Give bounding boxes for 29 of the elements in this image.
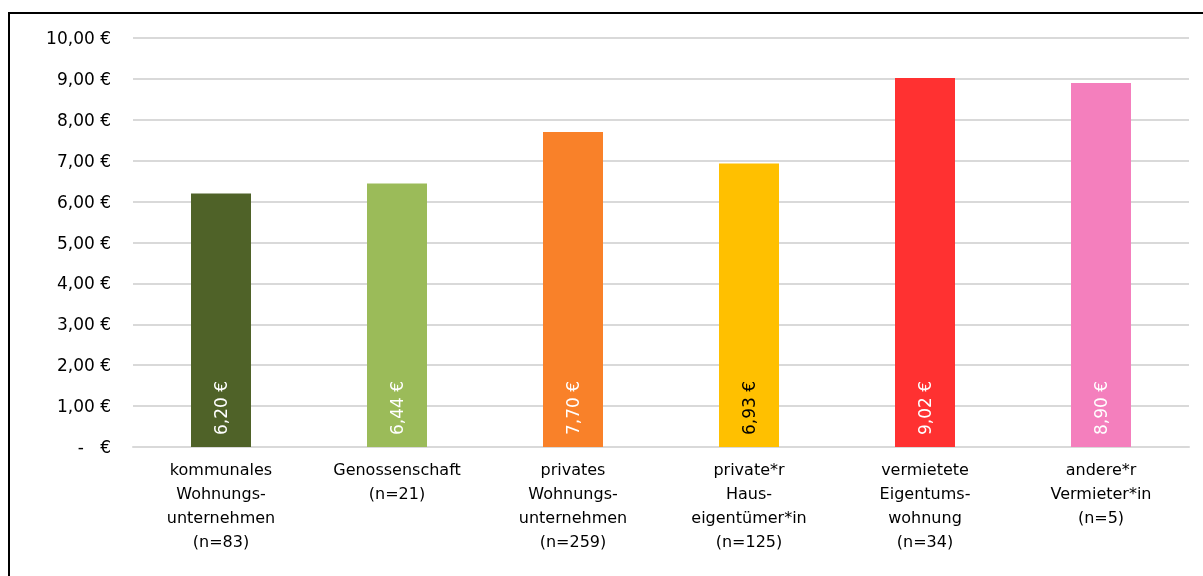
x-tick-label: kommunales Wohnungs- unternehmen (n=83) (166, 459, 276, 551)
bar (367, 183, 427, 447)
x-tick-label: privates Wohnungs- unternehmen (n=259) (518, 459, 628, 551)
data-label: 6,20 € (211, 380, 231, 435)
y-tick-label: 4,00 € (56, 273, 111, 294)
y-tick-label: 3,00 € (56, 314, 111, 335)
data-label: 6,44 € (387, 380, 407, 435)
x-tick-label: Genossenschaft (n=21) (333, 459, 461, 503)
y-tick-label: 1,00 € (56, 396, 111, 417)
y-tick-label: 2,00 € (56, 355, 111, 376)
bar (895, 78, 955, 447)
y-tick-label: 9,00 € (56, 68, 111, 89)
bar (191, 193, 251, 447)
x-tick-label: private*r Haus- eigentümer*in (n=125) (691, 459, 807, 551)
bar (1071, 82, 1131, 447)
y-tick-label: 10,00 € (46, 28, 111, 48)
bar (719, 163, 779, 447)
y-tick-label: - € (77, 437, 111, 457)
y-tick-label: 7,00 € (56, 150, 111, 171)
y-tick-label: 8,00 € (56, 109, 111, 130)
data-label: 6,93 € (739, 380, 759, 435)
bar (543, 132, 603, 447)
y-tick-label: 5,00 € (56, 232, 111, 253)
data-label: 7,70 € (563, 380, 583, 435)
y-tick-label: 6,00 € (56, 191, 111, 212)
data-label: 9,02 € (915, 380, 935, 435)
data-label: 8,90 € (1091, 380, 1111, 435)
x-tick-label: vermietete Eigentums- wohnung (n=34) (879, 459, 971, 551)
x-tick-label: andere*r Vermieter*in (n=5) (1050, 459, 1152, 527)
